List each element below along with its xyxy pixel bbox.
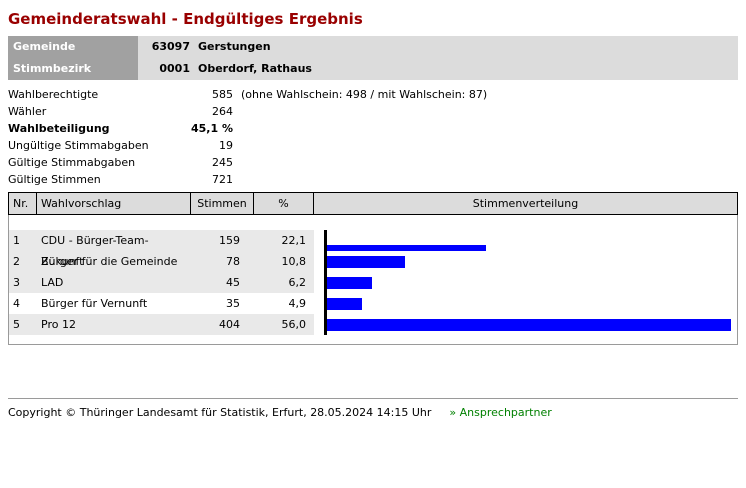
col-header-nr: Nr. [9,193,37,214]
row-stimmen: 78 [226,255,240,268]
row-prozent: 10,8 [281,255,307,268]
gemeinde-label: Gemeinde [8,36,138,58]
stat-value: 45,1 % [191,122,233,135]
stat-label: Gültige Stimmabgaben [8,156,136,169]
footer-divider [8,398,738,399]
footer: Copyright © Thüringer Landesamt für Stat… [8,406,738,419]
results-table-body: 1 CDU - Bürger-Team-Zukunft 159 22,1 2 B… [8,215,738,345]
vote-bar [327,318,731,331]
row-name: Pro 12 [37,314,191,335]
row-stimmen: 159 [191,230,254,272]
stat-gueltige-stimmabgaben: Gültige Stimmabgaben 245 [8,154,738,171]
table-row: 4 Bürger für Vernunft 35 4,9 [9,293,737,314]
row-chart-cell [314,293,737,314]
stimmbezirk-name: Oberdorf, Rathaus [198,62,312,75]
row-prozent: 56,0 [254,314,314,335]
stat-label: Wahlbeteiligung [8,122,110,135]
row-chart-cell [314,314,737,335]
vote-bar [327,255,405,268]
stat-gueltige-stimmen: Gültige Stimmen 721 [8,171,738,188]
row-nr: 5 [9,314,37,335]
stat-wahlberechtigte: Wahlberechtigte 585 (ohne Wahlschein: 49… [8,86,738,103]
stat-value: 19 [219,139,233,152]
row-prozent: 6,2 [254,272,314,293]
stat-wahlbeteiligung: Wahlbeteiligung 45,1 % [8,120,738,137]
stat-value: 264 [212,105,233,118]
stat-waehler: Wähler 264 [8,103,738,120]
vote-bar [327,297,363,310]
page: Gemeinderatswahl - Endgültiges Ergebnis … [0,10,746,419]
results-table: Nr. Wahlvorschlag Stimmen % Stimmenverte… [8,192,738,345]
row-stimmen: 35 [226,297,240,310]
row-nr: 2 [13,255,20,268]
stimmbezirk-label: Stimmbezirk [8,58,138,80]
gemeinde-name: Gerstungen [198,40,271,53]
results-table-header: Nr. Wahlvorschlag Stimmen % Stimmenverte… [8,192,738,215]
table-row: 5 Pro 12 404 56,0 [9,314,737,335]
chart-axis [324,251,731,272]
stat-note: (ohne Wahlschein: 498 / mit Wahlschein: … [241,88,488,101]
row-stimmen: 45 [191,272,254,293]
statistics-block: Wahlberechtigte 585 (ohne Wahlschein: 49… [8,86,738,188]
stat-label: Wahlberechtigte [8,88,99,101]
col-header-prozent: % [254,193,314,214]
chart-axis [324,314,731,335]
stat-ungueltige: Ungültige Stimmabgaben 19 [8,137,738,154]
gemeinde-code: 63097 [151,40,190,53]
district-info-table: Gemeinde 63097 Gerstungen Stimmbezirk 00… [8,36,738,80]
table-row: 1 CDU - Bürger-Team-Zukunft 159 22,1 [9,230,737,272]
chart-axis [324,293,731,314]
table-row: 2 Bürger für die Gemeinde 78 10,8 [9,251,737,272]
col-header-stimmen: Stimmen [191,193,254,214]
page-title: Gemeinderatswahl - Endgültiges Ergebnis [8,10,363,28]
stat-value: 245 [212,156,233,169]
col-header-wahlvorschlag: Wahlvorschlag [37,193,191,214]
row-nr: 3 [9,272,37,293]
row-nr: 4 [13,297,20,310]
row-prozent: 4,9 [288,297,307,310]
row-name: LAD [37,272,191,293]
table-row: 3 LAD 45 6,2 [9,272,737,293]
stat-label: Wähler [8,105,47,118]
row-chart-cell [314,272,737,293]
stimmbezirk-code: 0001 [159,62,190,75]
stat-label: Ungültige Stimmabgaben [8,139,149,152]
stat-value: 585 [212,88,233,101]
info-row-stimmbezirk: Stimmbezirk 0001 Oberdorf, Rathaus [8,58,738,80]
vote-bar [327,276,372,289]
copyright-text: Copyright © Thüringer Landesamt für Stat… [8,406,432,419]
row-nr: 1 [9,230,37,272]
row-name: Bürger für Vernunft [41,297,148,310]
chart-axis [324,272,731,293]
row-prozent: 22,1 [254,230,314,272]
row-chart-cell [314,251,737,272]
row-name: CDU - Bürger-Team-Zukunft [37,230,191,272]
row-name: Bürger für die Gemeinde [41,255,178,268]
col-header-stimmenverteilung: Stimmenverteilung [472,197,579,210]
ansprechpartner-link[interactable]: » Ansprechpartner [449,406,552,419]
row-stimmen: 404 [191,314,254,335]
stat-value: 721 [212,173,233,186]
info-row-gemeinde: Gemeinde 63097 Gerstungen [8,36,738,58]
stat-label: Gültige Stimmen [8,173,101,186]
